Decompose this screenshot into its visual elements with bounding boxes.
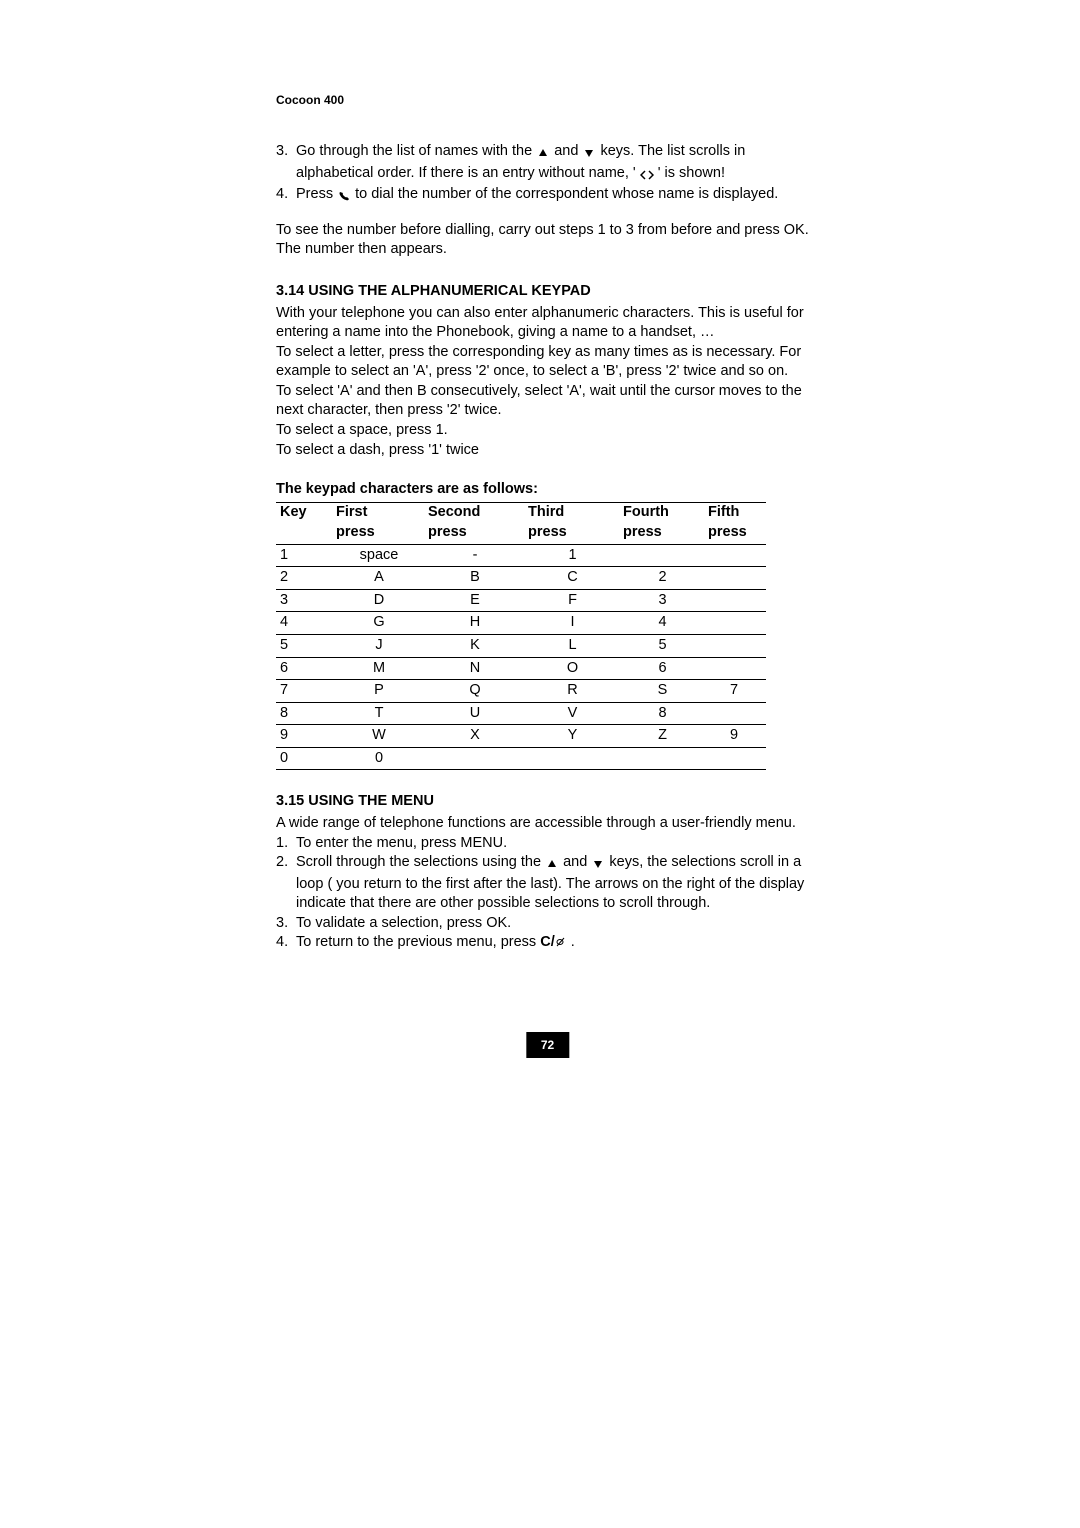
table-row: 2ABC2: [276, 567, 766, 590]
up-arrow-icon: [545, 855, 559, 875]
step-4: 4. Press to dial the number of the corre…: [276, 185, 819, 207]
c-mute-icon: C/: [540, 934, 567, 950]
step-3: 3. Go through the list of names with the…: [276, 142, 819, 185]
keypad-table: KeyFirstSecondThirdFourthFifth presspres…: [276, 502, 766, 771]
table-row: 8TUV8: [276, 702, 766, 725]
menu-step-4: 4. To return to the previous menu, press…: [276, 933, 819, 953]
table-row: 6MNO6: [276, 657, 766, 680]
table-row: 00: [276, 747, 766, 770]
section-314-p4: To select a dash, press '1' twice: [276, 441, 819, 461]
phone-icon: [337, 187, 351, 207]
table-row: 9WXYZ9: [276, 725, 766, 748]
section-315-title: 3.15 USING THE MENU: [276, 792, 819, 812]
section-314-p1: To select a letter, press the correspond…: [276, 343, 819, 382]
section-314-p3: To select a space, press 1.: [276, 421, 819, 441]
table-caption: The keypad characters are as follows:: [276, 480, 819, 500]
table-row: 3DEF3: [276, 589, 766, 612]
menu-step-2: 2. Scroll through the selections using t…: [276, 853, 819, 914]
note-paragraph: To see the number before dialling, carry…: [276, 221, 819, 260]
table-row: 1space-1: [276, 544, 766, 567]
table-row: 4GHI4: [276, 612, 766, 635]
down-arrow-icon: [582, 144, 596, 164]
table-row: 7PQRS7: [276, 680, 766, 703]
down-arrow-icon: [591, 855, 605, 875]
document-header: Cocoon 400: [276, 92, 819, 108]
menu-step-1: 1. To enter the menu, press MENU.: [276, 834, 819, 854]
section-315-intro: A wide range of telephone functions are …: [276, 814, 819, 834]
diamond-brackets-icon: [640, 166, 654, 186]
up-arrow-icon: [536, 144, 550, 164]
section-314-p0: With your telephone you can also enter a…: [276, 304, 819, 343]
page-number: 72: [526, 1032, 569, 1058]
section-314-p2: To select 'A' and then B consecutively, …: [276, 382, 819, 421]
menu-step-3: 3. To validate a selection, press OK.: [276, 914, 819, 934]
section-314-title: 3.14 USING THE ALPHANUMERICAL KEYPAD: [276, 282, 819, 302]
table-row: 5JKL5: [276, 635, 766, 658]
